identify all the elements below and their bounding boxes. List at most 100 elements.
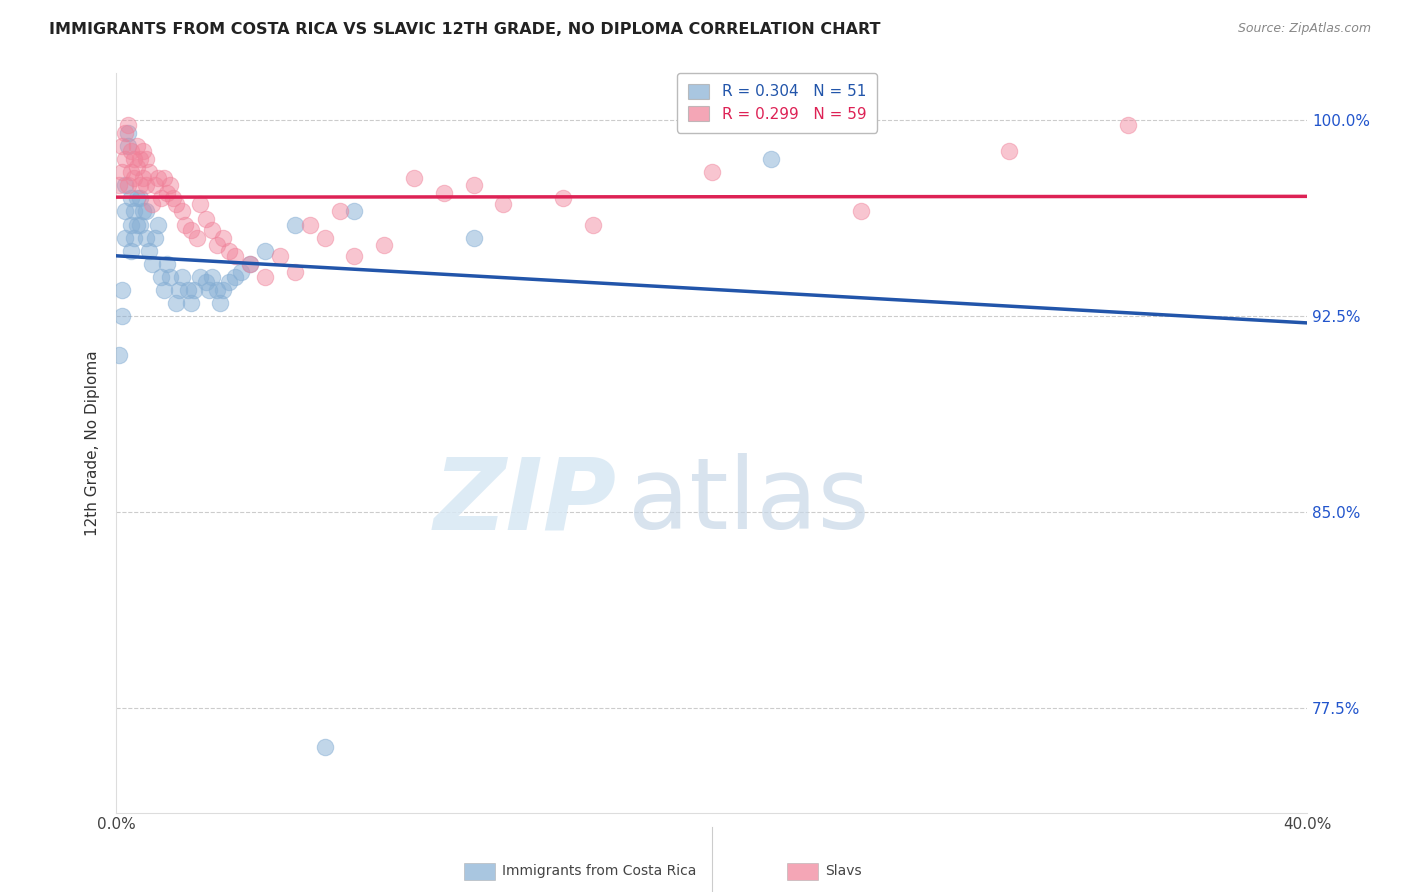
Point <box>111 165 134 179</box>
Point <box>120 165 142 179</box>
Point <box>127 191 149 205</box>
Point <box>188 196 211 211</box>
Point <box>132 145 155 159</box>
Point <box>239 257 262 271</box>
Y-axis label: 12th Grade, No Diploma: 12th Grade, No Diploma <box>86 350 100 535</box>
Point <box>132 204 155 219</box>
Point <box>298 218 321 232</box>
Point <box>149 191 172 205</box>
Point <box>194 275 217 289</box>
Point <box>122 204 145 219</box>
Point <box>700 165 723 179</box>
Point <box>343 204 366 219</box>
Point <box>114 126 136 140</box>
Point <box>117 126 139 140</box>
Point <box>132 170 155 185</box>
Point <box>114 230 136 244</box>
Point <box>177 283 200 297</box>
Point <box>114 204 136 219</box>
Text: Immigrants from Costa Rica: Immigrants from Costa Rica <box>502 864 696 879</box>
Point <box>153 283 176 297</box>
Point <box>135 230 157 244</box>
Point <box>114 178 136 193</box>
Point <box>122 152 145 166</box>
Text: atlas: atlas <box>628 453 870 550</box>
Point <box>200 223 222 237</box>
Point <box>224 269 246 284</box>
Point <box>141 257 163 271</box>
Point <box>849 204 872 219</box>
Point <box>492 196 515 211</box>
Point <box>224 249 246 263</box>
Point <box>120 191 142 205</box>
Point <box>402 170 425 185</box>
Point <box>218 244 240 258</box>
Point <box>167 283 190 297</box>
Point <box>138 165 160 179</box>
Point <box>180 296 202 310</box>
Point <box>186 230 208 244</box>
Point <box>143 230 166 244</box>
Point <box>1118 118 1140 132</box>
Text: IMMIGRANTS FROM COSTA RICA VS SLAVIC 12TH GRADE, NO DIPLOMA CORRELATION CHART: IMMIGRANTS FROM COSTA RICA VS SLAVIC 12T… <box>49 22 880 37</box>
Point <box>129 191 152 205</box>
Point <box>120 218 142 232</box>
Point <box>108 178 131 193</box>
Point <box>153 170 176 185</box>
Point <box>117 178 139 193</box>
Point <box>200 269 222 284</box>
Point <box>373 238 395 252</box>
Point <box>269 249 291 263</box>
Point <box>761 152 783 166</box>
Text: Slavs: Slavs <box>825 864 862 879</box>
Point <box>314 740 336 755</box>
Point <box>129 152 152 166</box>
Point <box>254 269 277 284</box>
Point <box>463 230 485 244</box>
Point <box>343 249 366 263</box>
Point <box>239 257 262 271</box>
Point <box>188 269 211 284</box>
Point <box>254 244 277 258</box>
Point <box>284 264 307 278</box>
Point <box>581 218 603 232</box>
Point <box>156 257 179 271</box>
Point <box>173 218 195 232</box>
Legend: R = 0.304   N = 51, R = 0.299   N = 59: R = 0.304 N = 51, R = 0.299 N = 59 <box>678 73 877 133</box>
Point <box>111 139 134 153</box>
Point <box>127 218 149 232</box>
Point <box>146 218 169 232</box>
Point <box>120 244 142 258</box>
Point <box>284 218 307 232</box>
Point <box>135 178 157 193</box>
Point <box>209 296 232 310</box>
Point <box>328 204 350 219</box>
Point <box>127 139 149 153</box>
Point <box>207 238 229 252</box>
Point <box>231 264 253 278</box>
Point <box>212 283 235 297</box>
Point <box>129 178 152 193</box>
Point <box>212 230 235 244</box>
Point <box>551 191 574 205</box>
Point <box>146 170 169 185</box>
Point <box>170 204 193 219</box>
Point <box>135 204 157 219</box>
Point <box>117 118 139 132</box>
Point <box>180 223 202 237</box>
Point <box>141 196 163 211</box>
Point <box>127 160 149 174</box>
Point <box>143 178 166 193</box>
Point <box>218 275 240 289</box>
Point <box>207 283 229 297</box>
Point <box>197 283 219 297</box>
Point <box>122 230 145 244</box>
Point <box>463 178 485 193</box>
Point <box>165 196 187 211</box>
Point <box>159 178 181 193</box>
Point <box>117 139 139 153</box>
Point <box>122 170 145 185</box>
Point <box>165 296 187 310</box>
Point <box>129 218 152 232</box>
Point <box>162 191 184 205</box>
